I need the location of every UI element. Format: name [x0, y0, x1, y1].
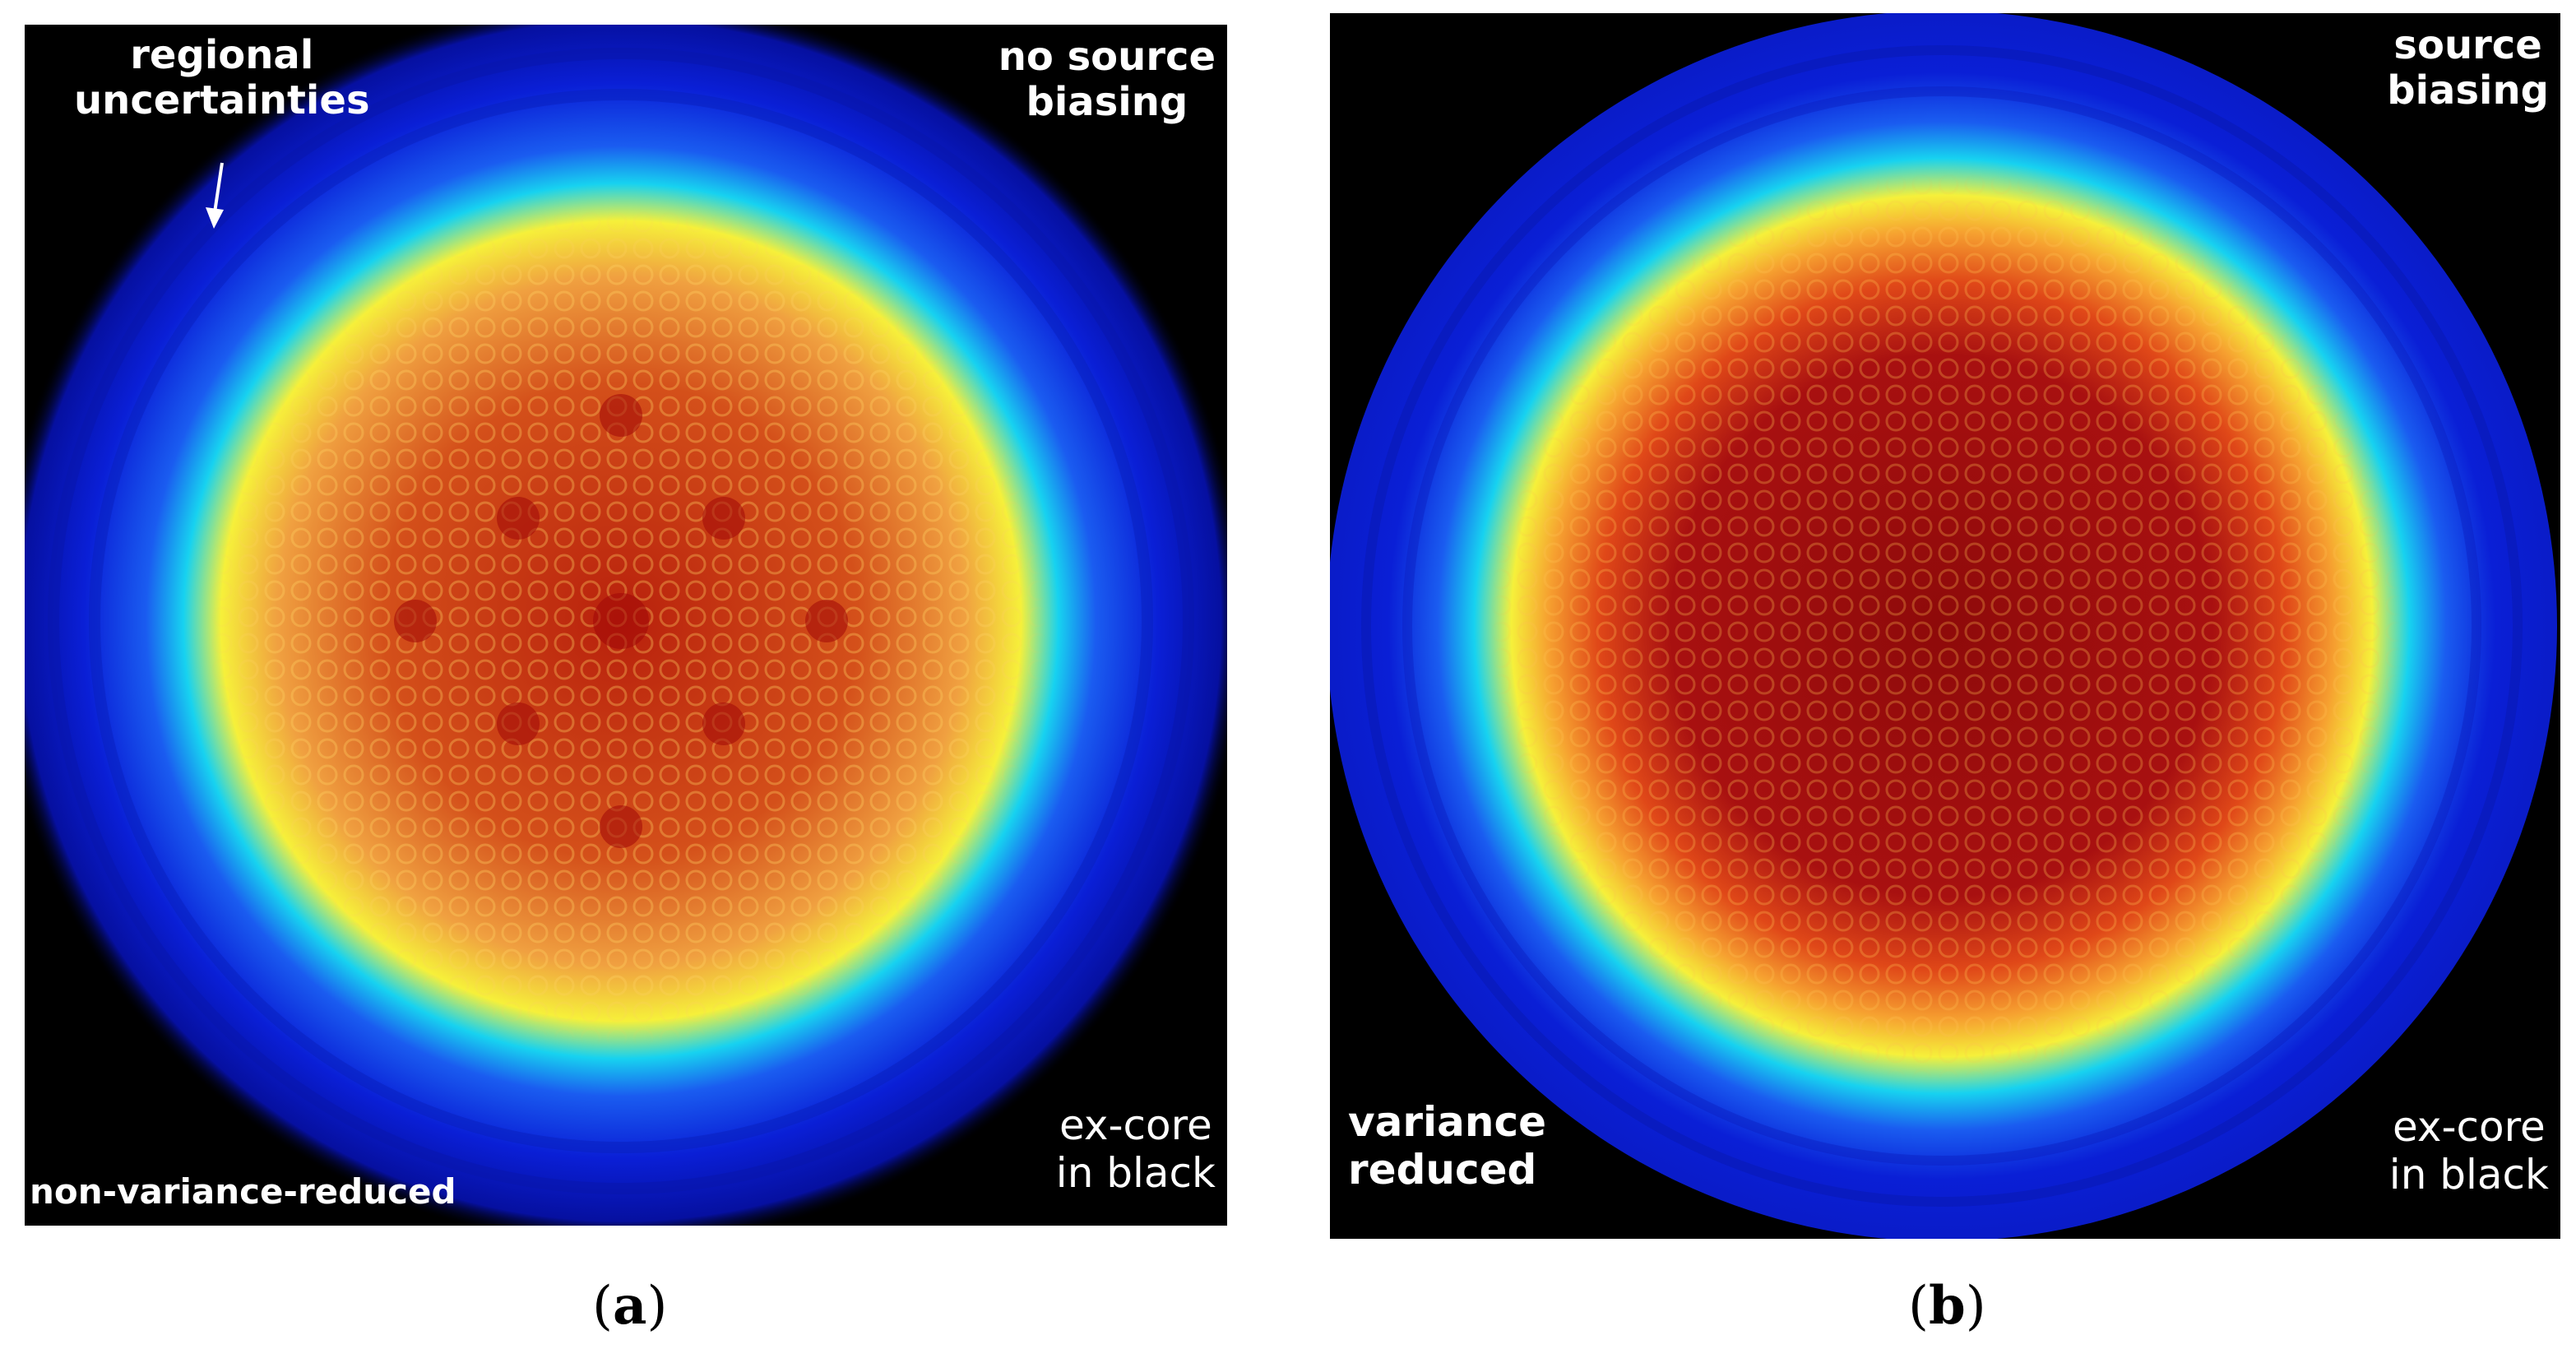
panel-b-flux-map — [1330, 13, 2560, 1239]
annotation-regional-uncertainties: regional uncertainties — [74, 32, 370, 124]
panel-b-heatmap: source biasing variance reduced ex-core … — [1330, 13, 2560, 1239]
panel-a-hotspots — [394, 394, 848, 848]
label-variance-reduced: variance reduced — [1348, 1098, 1547, 1194]
caption-b: (b) — [1908, 1275, 1986, 1337]
label-no-source-biasing: no source biasing — [998, 34, 1216, 126]
panel-b-pin-pattern — [1330, 13, 2560, 1239]
panel-a-heatmap: regional uncertainties no source biasing… — [25, 25, 1227, 1226]
caption-a: (a) — [592, 1275, 668, 1337]
label-ex-core-in-black: ex-core in black — [2388, 1103, 2549, 1198]
label-non-variance-reduced: non-variance-reduced — [30, 1171, 456, 1212]
annotation-arrowhead — [206, 207, 224, 229]
panel-a-flux-map — [25, 25, 1227, 1226]
label-ex-core-in-black: ex-core in black — [1055, 1101, 1216, 1197]
label-source-biasing: source biasing — [2387, 22, 2549, 114]
